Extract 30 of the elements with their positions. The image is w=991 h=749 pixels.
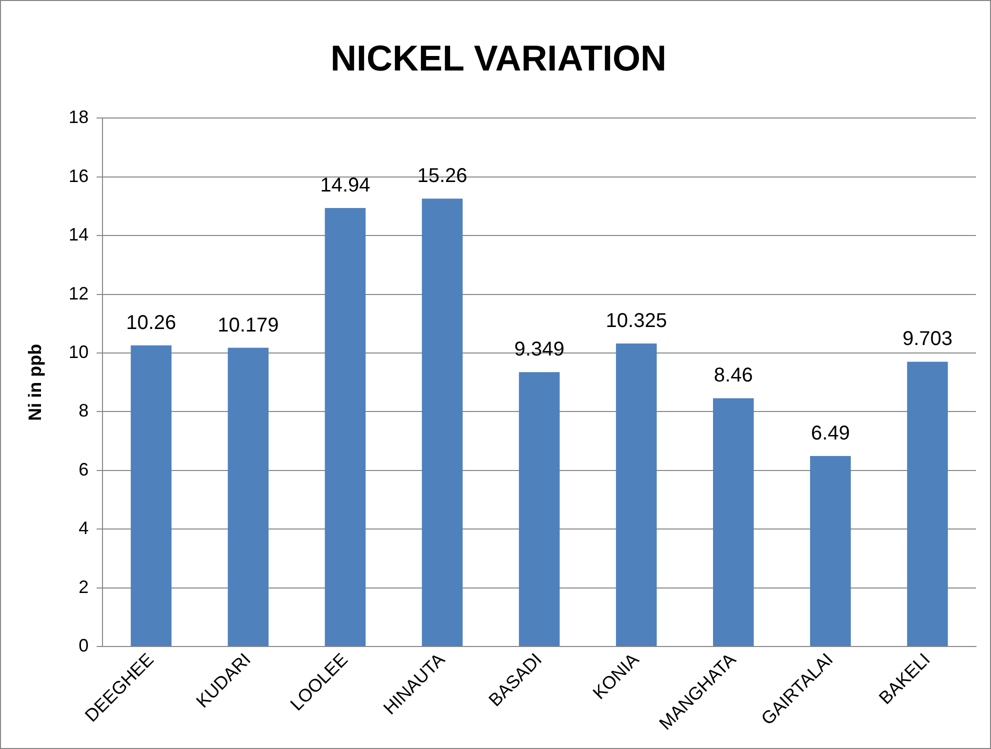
data-label: 10.325 [606,310,667,332]
data-label: 9.349 [514,338,564,361]
chart-title: NICKEL VARIATION [330,38,667,79]
data-label: 14.94 [320,174,370,197]
bar [228,348,269,646]
bar [907,362,948,646]
bar [422,198,463,646]
y-tick-label: 4 [78,518,89,538]
data-label: 9.703 [902,328,953,350]
y-tick-label: 10 [68,342,89,362]
y-tick-label: 14 [68,224,89,245]
bar [324,208,366,646]
y-tick-label: 6 [78,459,89,480]
y-axis-title: Ni in ppb [24,344,45,421]
y-tick-label: 2 [78,576,89,597]
bar [518,372,560,646]
y-tick-label: 16 [68,166,89,186]
bar [616,343,657,646]
data-label: 8.46 [714,364,753,387]
y-tick-label: 18 [68,107,89,128]
y-tick-label: 0 [78,635,89,656]
bar [810,456,851,646]
data-label: 10.179 [218,314,279,336]
y-tick-label: 8 [78,400,89,421]
data-label: 10.26 [126,312,176,334]
data-label: 15.26 [417,165,468,188]
data-label: 6.49 [810,422,850,445]
y-tick-label: 12 [68,283,89,304]
bar [713,398,754,646]
bar [130,345,172,646]
